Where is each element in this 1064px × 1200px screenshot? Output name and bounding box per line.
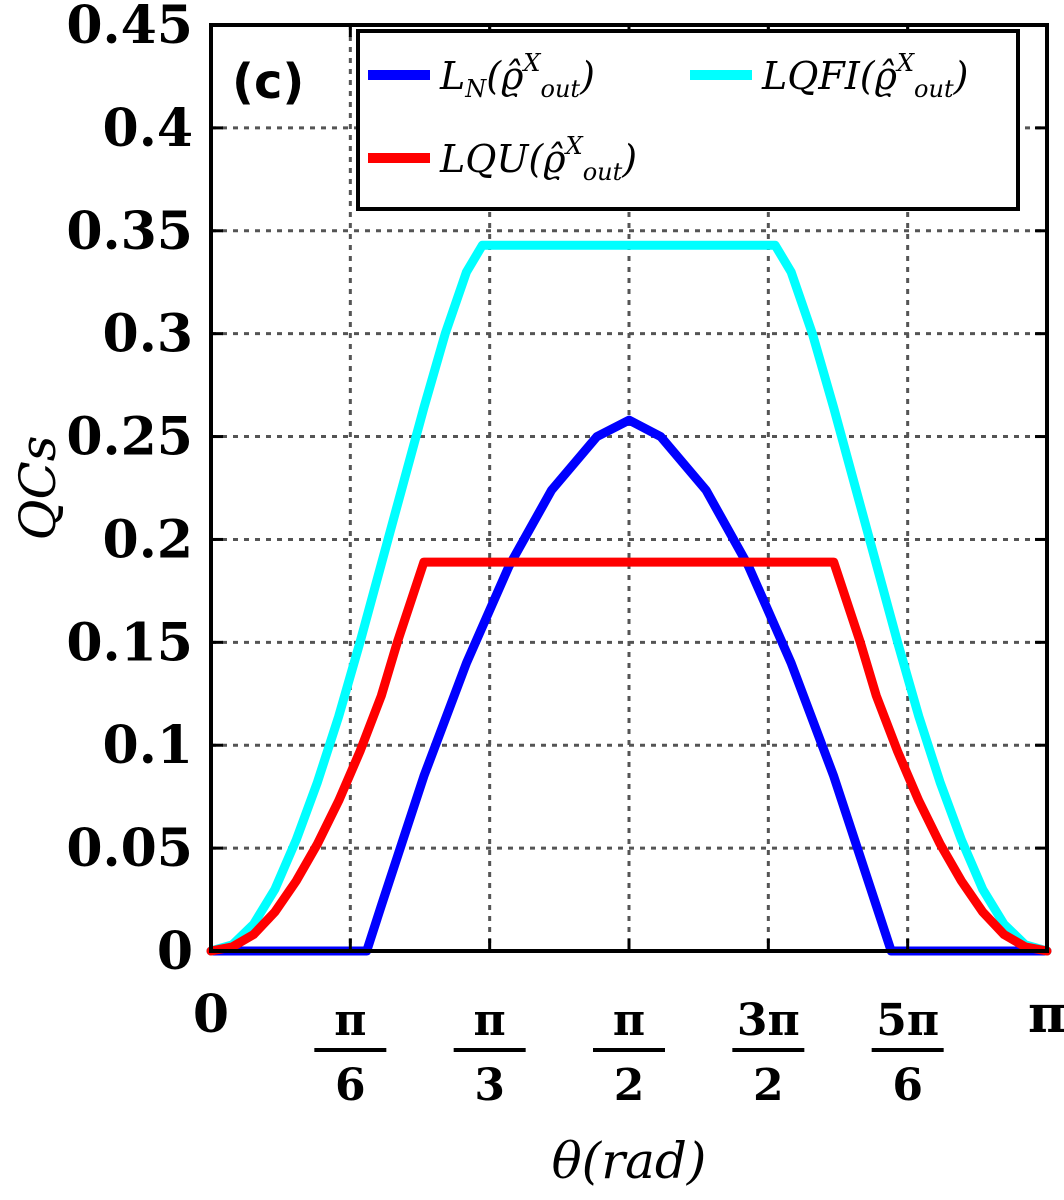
legend-item-lqfi: LQFI(ϱ̂Xout) [690, 49, 968, 103]
x-tick-numerator: 5π [876, 995, 939, 1046]
x-tick-denominator: 6 [892, 1060, 923, 1111]
legend-label: LQFI(ϱ̂Xout) [761, 49, 968, 103]
y-tick-label: 0.3 [103, 304, 193, 365]
x-tick-numerator: π [613, 995, 645, 1046]
x-tick-denominator: 2 [753, 1060, 784, 1111]
x-tick-label: π [1028, 984, 1064, 1045]
x-tick-denominator: 3 [474, 1060, 505, 1111]
y-axis-label: QCs [9, 436, 67, 541]
legend-box [356, 29, 1020, 211]
series-line-lqu [206, 557, 1052, 956]
y-tick-label: 0.1 [103, 715, 193, 776]
legend: LN(ϱ̂Xout) LQFI(ϱ̂Xout) LQU(ϱ̂Xout) [356, 29, 1020, 211]
x-tick-denominator: 2 [614, 1060, 645, 1111]
y-tick-label: 0.35 [66, 201, 193, 262]
x-tick-fraction: 5π6 [871, 995, 944, 1111]
x-tick-fraction: π2 [593, 995, 665, 1111]
panel-label: (c) [232, 54, 304, 110]
y-tick-label: 0.4 [103, 98, 193, 159]
y-tick-label: 0.05 [66, 818, 193, 879]
legend-label: LQU(ϱ̂Xout) [439, 132, 637, 186]
y-tick-label: 0.15 [66, 612, 193, 673]
legend-item-lqu: LQU(ϱ̂Xout) [368, 132, 637, 186]
series-line-l [206, 415, 1052, 956]
x-tick-numerator: 3π [737, 995, 800, 1046]
x-axis-label: θ(rad) [552, 1132, 707, 1190]
x-tick-numerator: π [474, 995, 506, 1046]
legend-item-l: LN(ϱ̂Xout) [368, 49, 595, 103]
y-tick-labels: 0 0.05 0.1 0.15 0.2 0.25 0.3 0.35 0.4 0.45 [66, 0, 1047, 982]
x-tick-label: 0 [193, 984, 229, 1045]
y-tick-label: 0.25 [66, 407, 193, 468]
x-tick-fraction: 3π2 [732, 995, 805, 1111]
series-line-lqfi [206, 240, 1052, 956]
y-tick-label: 0 [157, 921, 193, 982]
x-tick-denominator: 6 [335, 1060, 366, 1111]
x-tick-fraction: π6 [314, 995, 387, 1111]
x-tick-numerator: π [334, 995, 366, 1046]
y-tick-label: 0.45 [66, 0, 193, 56]
x-tick-fraction: π3 [453, 995, 526, 1111]
y-tick-label: 0.2 [103, 509, 193, 570]
legend-label: LN(ϱ̂Xout) [439, 49, 595, 103]
series-layer [206, 240, 1052, 956]
